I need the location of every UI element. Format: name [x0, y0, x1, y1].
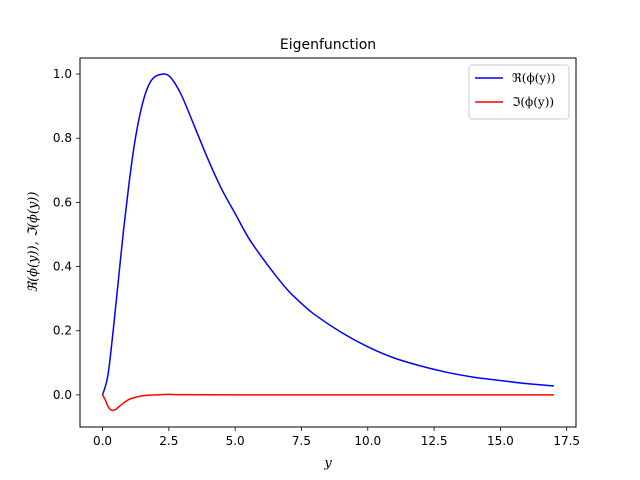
chart-title: Eigenfunction [280, 37, 376, 53]
y-axis-label: ℜ(ϕ(y)), ℑ(ϕ(y)) [26, 192, 41, 293]
x-axis: 0.0 2.5 5.0 7.5 10.0 12.5 15.0 17.5 [93, 427, 580, 448]
x-tick-label: 5.0 [226, 434, 245, 448]
legend-label: ℜ(ϕ(y)) [512, 71, 555, 85]
y-tick-label: 1.0 [53, 67, 72, 81]
x-tick-label: 2.5 [159, 434, 178, 448]
y-tick-label: 0.2 [53, 324, 72, 338]
y-tick-label: 0.4 [53, 260, 72, 274]
x-tick-label: 12.5 [421, 434, 448, 448]
series-line-real [101, 73, 555, 396]
y-axis: 0.0 0.2 0.4 0.6 0.8 1.0 [53, 67, 80, 402]
x-tick-label: 10.0 [354, 434, 381, 448]
y-tick-label: 0.6 [53, 195, 72, 209]
x-tick-label: 17.5 [553, 434, 580, 448]
plot-frame [79, 57, 577, 428]
series-layer [101, 73, 555, 412]
legend-label: ℑ(ϕ(y)) [512, 95, 554, 109]
x-tick-label: 15.0 [487, 434, 514, 448]
legend: ℜ(ϕ(y)) ℑ(ϕ(y)) [468, 64, 570, 120]
series-line-imag [101, 393, 555, 412]
y-tick-label: 0.8 [53, 131, 72, 145]
x-tick-label: 0.0 [93, 434, 112, 448]
x-tick-label: 7.5 [292, 434, 311, 448]
x-axis-label: y [323, 456, 332, 471]
y-tick-label: 0.0 [53, 388, 72, 402]
